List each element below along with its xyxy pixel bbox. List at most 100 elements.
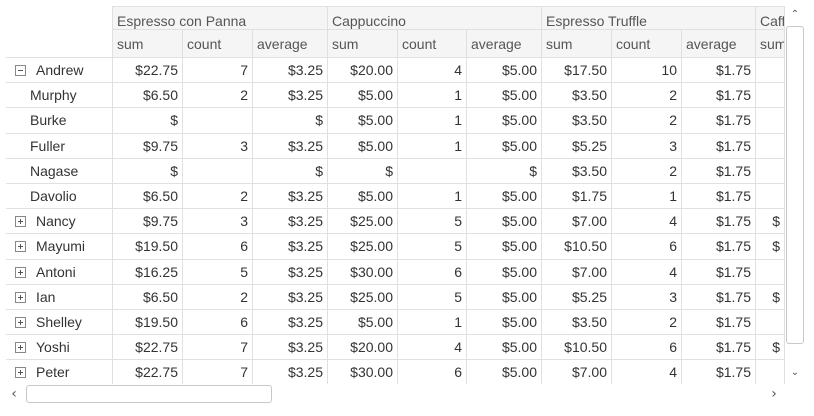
value-cell: 5 bbox=[398, 234, 467, 260]
value-cell: 2 bbox=[612, 310, 682, 336]
value-cell: $1.75 bbox=[682, 335, 756, 361]
column-header-3[interactable]: Caffe bbox=[756, 6, 785, 30]
value-cell: $19.50 bbox=[113, 310, 183, 336]
horizontal-scrollbar[interactable]: ‹ › bbox=[6, 384, 786, 406]
value-cell: $1.75 bbox=[682, 133, 756, 159]
measure-header-average[interactable]: average bbox=[467, 30, 542, 58]
value-cell bbox=[756, 360, 785, 386]
measure-header-count[interactable]: count bbox=[612, 30, 682, 58]
expand-icon[interactable] bbox=[15, 291, 26, 303]
value-cell: 6 bbox=[183, 234, 253, 260]
value-cell: $3.25 bbox=[253, 234, 328, 260]
value-cell: 1 bbox=[398, 184, 467, 210]
measure-header-sum[interactable]: sum bbox=[542, 30, 612, 58]
value-cell: $6.50 bbox=[113, 184, 183, 210]
value-cell: $17.50 bbox=[542, 58, 612, 84]
row-header-shelley[interactable]: Shelley bbox=[6, 310, 113, 336]
column-header-1[interactable]: Cappuccino bbox=[328, 6, 542, 30]
vertical-scrollbar[interactable]: ⌃ ⌄ bbox=[785, 6, 805, 384]
value-cell: $1.75 bbox=[542, 184, 612, 210]
value-cell: 5 bbox=[398, 284, 467, 310]
value-cell: $3.25 bbox=[253, 284, 328, 310]
expand-icon[interactable] bbox=[15, 317, 26, 328]
value-cell: 4 bbox=[612, 259, 682, 285]
value-cell: $3.25 bbox=[253, 83, 328, 109]
value-cell: $ bbox=[756, 284, 785, 310]
value-cell: $5.00 bbox=[328, 133, 398, 159]
value-cell: 4 bbox=[612, 360, 682, 386]
value-cell: $5.00 bbox=[328, 83, 398, 109]
value-cell: $3.25 bbox=[253, 58, 328, 84]
scroll-left-arrow-icon[interactable]: ‹ bbox=[11, 386, 17, 402]
value-cell: 4 bbox=[612, 209, 682, 235]
measure-header-sum[interactable]: sum bbox=[113, 30, 183, 58]
scroll-up-arrow-icon[interactable]: ⌃ bbox=[790, 9, 800, 20]
measure-header-count[interactable]: count bbox=[398, 30, 467, 58]
measure-header-sum[interactable]: sum bbox=[328, 30, 398, 58]
value-cell: $3.25 bbox=[253, 209, 328, 235]
value-cell: 4 bbox=[398, 335, 467, 361]
value-cell: 4 bbox=[398, 58, 467, 84]
value-cell: 2 bbox=[183, 184, 253, 210]
value-cell: 5 bbox=[183, 259, 253, 285]
value-cell bbox=[756, 184, 785, 210]
value-cell: $ bbox=[328, 158, 398, 184]
measure-header-average[interactable]: average bbox=[682, 30, 756, 58]
expand-icon[interactable] bbox=[15, 266, 26, 278]
expand-icon[interactable] bbox=[15, 367, 26, 379]
scroll-right-arrow-icon[interactable]: › bbox=[771, 386, 777, 402]
value-cell: $5.00 bbox=[467, 310, 542, 336]
row-header-andrew[interactable]: Andrew bbox=[6, 58, 113, 84]
value-cell: $ bbox=[253, 108, 328, 134]
value-cell: $5.00 bbox=[467, 209, 542, 235]
value-cell: $30.00 bbox=[328, 360, 398, 386]
expand-icon[interactable] bbox=[15, 342, 26, 354]
row-header-mayumi[interactable]: Mayumi bbox=[6, 234, 113, 260]
horizontal-scroll-thumb[interactable] bbox=[26, 385, 272, 403]
expand-icon[interactable] bbox=[15, 216, 26, 228]
value-cell: $22.75 bbox=[113, 58, 183, 84]
value-cell: $5.00 bbox=[328, 108, 398, 134]
value-cell: $1.75 bbox=[682, 184, 756, 210]
row-label: Antoni bbox=[36, 263, 76, 280]
value-cell: $1.75 bbox=[682, 360, 756, 386]
value-cell: $30.00 bbox=[328, 259, 398, 285]
value-cell: 1 bbox=[612, 184, 682, 210]
column-header-2[interactable]: Espresso Truffle bbox=[542, 6, 756, 30]
value-cell: 2 bbox=[612, 158, 682, 184]
value-cell bbox=[756, 83, 785, 109]
collapse-icon[interactable] bbox=[15, 65, 26, 76]
row-label: Shelley bbox=[36, 314, 82, 330]
row-label: Mayumi bbox=[36, 238, 86, 255]
value-cell: $ bbox=[467, 158, 542, 184]
vertical-scroll-thumb[interactable] bbox=[786, 26, 804, 344]
value-cell: $ bbox=[756, 209, 785, 235]
value-cell: $7.00 bbox=[542, 259, 612, 285]
value-cell: $7.00 bbox=[542, 209, 612, 235]
row-header-fuller: Fuller bbox=[6, 133, 113, 159]
measure-header-sum[interactable]: sum bbox=[756, 30, 785, 58]
value-cell: $5.00 bbox=[467, 360, 542, 386]
row-header-peter[interactable]: Peter bbox=[6, 360, 113, 386]
value-cell: $22.75 bbox=[113, 360, 183, 386]
value-cell: 3 bbox=[183, 133, 253, 159]
measure-header-average[interactable]: average bbox=[253, 30, 328, 58]
value-cell: $3.50 bbox=[542, 158, 612, 184]
row-header-ian[interactable]: Ian bbox=[6, 284, 113, 310]
measure-header-count[interactable]: count bbox=[183, 30, 253, 58]
column-header-0[interactable]: Espresso con Panna bbox=[113, 6, 328, 30]
value-cell: 1 bbox=[398, 83, 467, 109]
value-cell: 1 bbox=[398, 310, 467, 336]
value-cell: 6 bbox=[398, 360, 467, 386]
value-cell: 5 bbox=[398, 209, 467, 235]
scroll-down-arrow-icon[interactable]: ⌄ bbox=[790, 367, 800, 378]
value-cell: 6 bbox=[612, 335, 682, 361]
value-cell: $20.00 bbox=[328, 58, 398, 84]
expand-icon[interactable] bbox=[15, 241, 26, 253]
row-header-antoni[interactable]: Antoni bbox=[6, 259, 113, 285]
row-header-nancy[interactable]: Nancy bbox=[6, 209, 113, 235]
value-cell: $25.00 bbox=[328, 234, 398, 260]
row-header-yoshi[interactable]: Yoshi bbox=[6, 335, 113, 361]
value-cell: $5.25 bbox=[542, 284, 612, 310]
